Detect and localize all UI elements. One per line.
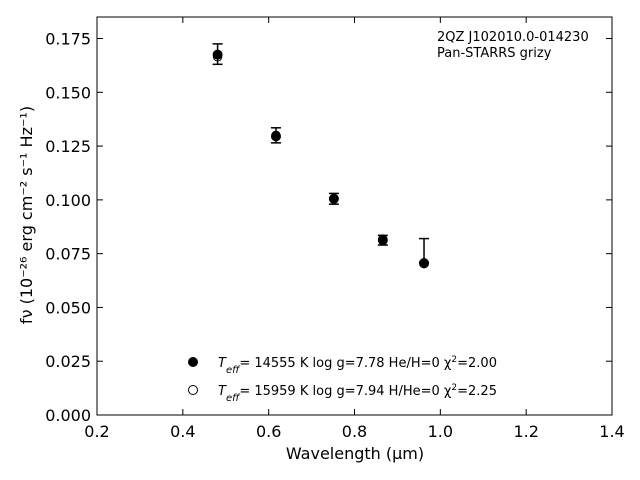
y-tick-label: 0.025 — [45, 352, 91, 371]
legend-label: Teff= 15959 K log g=7.94 H/He=0 χ2=2.25 — [218, 383, 497, 404]
x-tick-label: 1.2 — [513, 422, 538, 441]
legend-label-part: 2 — [451, 355, 457, 365]
y-tick-label: 0.050 — [45, 298, 91, 317]
annotation-object-name: 2QZ J102010.0-014230 — [437, 30, 589, 45]
y-tick-label: 0.175 — [45, 30, 91, 49]
x-tick-label: 0.8 — [342, 422, 367, 441]
x-tick-label: 1.0 — [428, 422, 453, 441]
legend-label-part: T — [218, 384, 227, 399]
legend-label: Teff= 14555 K log g=7.78 He/H=0 χ2=2.00 — [218, 355, 497, 376]
x-axis-label: Wavelength (μm) — [286, 444, 424, 463]
model-point-filled — [212, 49, 223, 60]
legend-label-part: =2.25 — [457, 384, 497, 399]
model-point-open — [271, 130, 281, 141]
legend-label-part: 2 — [451, 383, 457, 393]
y-tick-label: 0.000 — [45, 406, 91, 425]
x-tick-label: 0.6 — [256, 422, 281, 441]
legend: Teff= 14555 K log g=7.78 He/H=0 χ2=2.00T… — [188, 355, 497, 404]
model-point-open — [212, 52, 223, 62]
annotation-survey: Pan-STARRS grizy — [437, 46, 552, 61]
legend-marker-filled — [188, 357, 198, 367]
x-tick-label: 0.4 — [170, 422, 195, 441]
legend-marker-open — [188, 385, 198, 395]
y-tick-label: 0.100 — [45, 191, 91, 210]
legend-label-part: eff — [226, 365, 241, 376]
model-point-open — [329, 193, 339, 204]
y-tick-label: 0.125 — [45, 137, 91, 156]
axis-ticks: 0.2 0.4 0.6 0.8 1.0 1.2 1.4 0.000 0.025 0.050 0.07… — [45, 17, 625, 441]
legend-label-part: T — [218, 356, 227, 371]
legend-label-part: =2.00 — [457, 356, 497, 371]
chart-marks — [212, 43, 430, 269]
model-point-open — [378, 234, 388, 244]
y-tick-label: 0.075 — [45, 245, 91, 264]
x-tick-label: 0.2 — [84, 422, 109, 441]
x-tick-label: 1.4 — [599, 422, 624, 441]
model-point-open — [419, 257, 429, 268]
y-tick-label: 0.150 — [45, 83, 91, 102]
y-axis-label: fν (10⁻²⁶ erg cm⁻² s⁻¹ Hz⁻¹) — [17, 106, 36, 324]
legend-label-part: eff — [226, 393, 241, 404]
legend-label-part: = 15959 K log g=7.94 H/He=0 χ — [239, 384, 452, 399]
legend-label-part: = 14555 K log g=7.78 He/H=0 χ — [239, 356, 452, 371]
